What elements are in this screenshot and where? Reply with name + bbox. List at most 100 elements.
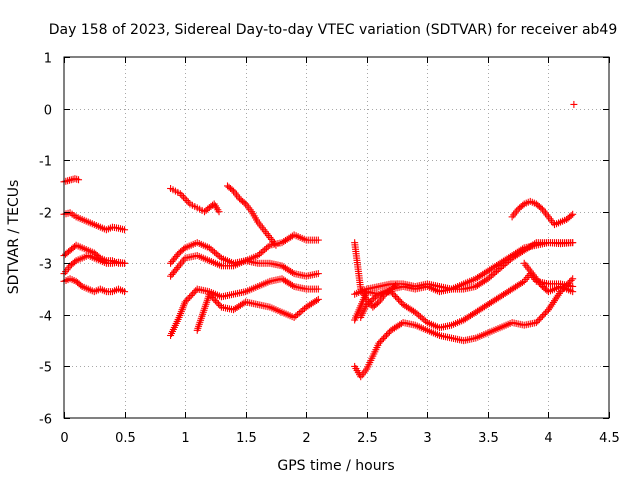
data-point (518, 278, 526, 286)
y-tick-label: -5 (39, 361, 52, 376)
data-point (532, 319, 540, 327)
series-arc-c4 (351, 239, 577, 324)
plot-frame (63, 56, 610, 419)
data-point (373, 292, 381, 300)
y-tick-label: -1 (39, 155, 52, 170)
x-tick-label: 1.5 (236, 431, 257, 446)
series-arc-a5 (60, 275, 129, 296)
data-point (396, 297, 404, 305)
data-point (288, 281, 296, 289)
data-point (181, 195, 189, 203)
data-point (254, 252, 262, 260)
x-tick-label: 0.5 (115, 431, 136, 446)
data-point (393, 294, 401, 302)
x-tick-label: 1 (181, 431, 189, 446)
data-point (375, 339, 383, 347)
data-point (176, 190, 184, 198)
data-point (366, 298, 374, 306)
data-point (387, 288, 395, 296)
data-point (368, 296, 376, 304)
data-point (181, 298, 189, 306)
data-point (207, 245, 215, 253)
data-point (183, 296, 191, 304)
data-point (484, 275, 492, 283)
x-tick-label: 3 (423, 431, 431, 446)
data-point (373, 299, 381, 307)
data-point (384, 330, 392, 338)
data-point (179, 193, 187, 201)
data-point (207, 292, 215, 300)
series-outlier (570, 100, 578, 108)
data-point (256, 250, 264, 258)
data-point (299, 306, 307, 314)
data-point (569, 288, 577, 296)
x-tick-label: 2 (302, 431, 310, 446)
data-point (215, 208, 223, 216)
y-tick-label: 1 (44, 52, 52, 67)
data-point (499, 261, 507, 269)
data-point (538, 312, 546, 320)
data-point (389, 289, 397, 297)
data-point (378, 336, 386, 344)
data-point (381, 333, 389, 341)
data-point (416, 313, 424, 321)
data-point (570, 100, 578, 108)
data-point (493, 267, 501, 275)
series-arc-b1 (167, 185, 223, 216)
data-point (212, 250, 220, 258)
data-point (569, 210, 577, 218)
data-point (209, 247, 217, 255)
data-point (262, 244, 270, 252)
y-tick-label: -3 (39, 258, 52, 273)
data-point (294, 310, 302, 318)
data-point (370, 295, 378, 303)
data-point (71, 258, 79, 266)
data-point (208, 293, 216, 301)
data-point (213, 298, 221, 306)
data-point (314, 270, 322, 278)
data-point (214, 300, 222, 308)
data-point (216, 302, 224, 310)
data-point (505, 257, 513, 265)
data-point (496, 264, 504, 272)
series-arc-b6 (193, 290, 322, 334)
data-point (186, 293, 194, 301)
data-point (489, 270, 497, 278)
y-tick-label: -2 (39, 207, 52, 222)
data-point (121, 259, 129, 267)
data-point (534, 317, 542, 325)
data-point (418, 314, 426, 322)
data-point (211, 248, 219, 256)
data-point (395, 296, 403, 304)
data-point (183, 197, 191, 205)
data-point (486, 273, 494, 281)
series-arc-b4 (167, 252, 322, 280)
data-point (501, 260, 509, 268)
data-point (390, 291, 398, 299)
grid (64, 57, 609, 418)
series-arc-c7 (520, 259, 577, 296)
data-point (519, 201, 527, 209)
data-point (210, 295, 218, 303)
data-point (205, 290, 213, 298)
data-point (261, 246, 269, 254)
data-point (290, 313, 298, 321)
data-point (295, 309, 303, 317)
data-point (420, 316, 428, 324)
y-axis-label: SDTVAR / TECUs (6, 180, 22, 295)
data-point (371, 293, 379, 301)
series-arc-a2 (60, 209, 129, 234)
data-point (214, 251, 222, 259)
data-point (535, 315, 543, 323)
series-arc-c6 (508, 197, 577, 229)
data-point (174, 264, 182, 272)
chart-title: Day 158 of 2023, Sidereal Day-to-day VTE… (49, 22, 618, 38)
data-point (121, 288, 129, 296)
data-point (205, 244, 213, 252)
x-tick-label: 2.5 (357, 431, 378, 446)
data-point (376, 338, 384, 346)
data-point (569, 239, 577, 247)
data-point (503, 259, 511, 267)
data-point (487, 272, 495, 280)
